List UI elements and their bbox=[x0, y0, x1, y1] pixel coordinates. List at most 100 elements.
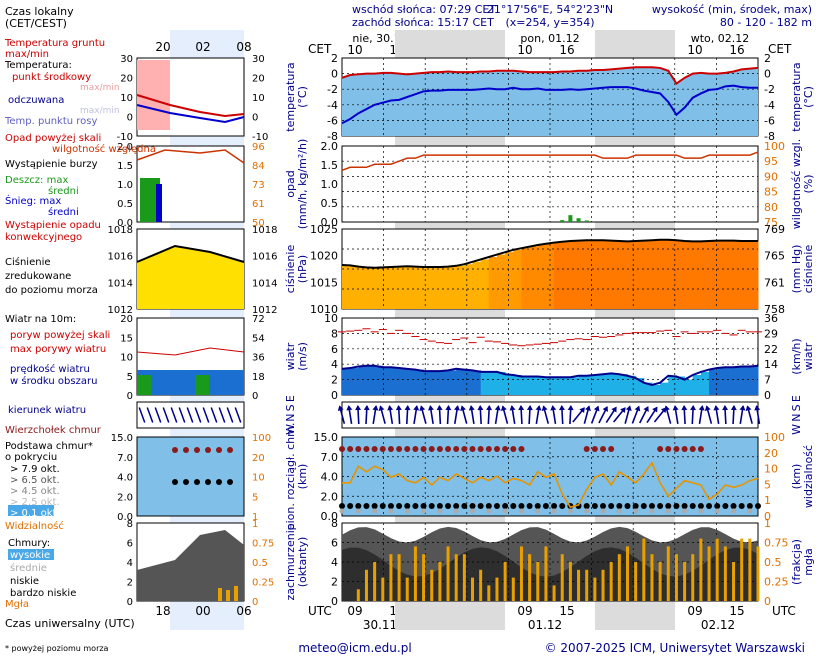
pressure-area bbox=[684, 241, 694, 309]
legend-tick-right: 73 bbox=[252, 180, 265, 191]
cloud-base-dot bbox=[363, 503, 370, 509]
legend-rain-label: Deszcz: max bbox=[5, 175, 68, 186]
wind-area bbox=[684, 379, 694, 395]
footer-email: meteo@icm.edu.pl bbox=[298, 641, 411, 655]
cloud-base-dot bbox=[534, 503, 541, 509]
legend-fog-bar bbox=[234, 586, 238, 601]
cloud-base-dot bbox=[624, 503, 631, 509]
fog-bar bbox=[674, 554, 678, 601]
tick-left: 0 bbox=[331, 595, 338, 608]
pressure-area bbox=[692, 241, 702, 309]
legend-tick-left: 2 bbox=[127, 578, 133, 589]
pressure-area bbox=[741, 241, 751, 309]
wind-area bbox=[415, 369, 425, 395]
legend-fog-bar bbox=[218, 588, 222, 601]
wind-arrow-head bbox=[704, 405, 711, 411]
pressure-area bbox=[660, 239, 669, 309]
cloud-top-dot bbox=[518, 446, 525, 452]
legend-tick-right: 1018 bbox=[252, 225, 277, 236]
legend-tick-left: 4 bbox=[127, 558, 133, 569]
tick-left: 0.5 bbox=[321, 197, 339, 210]
fog-bar bbox=[642, 538, 646, 601]
cloud-base-dot bbox=[518, 503, 525, 509]
fog-bar bbox=[381, 577, 385, 601]
legend-utc-tick: 00 bbox=[195, 604, 210, 618]
wind-arrow-head bbox=[541, 405, 548, 411]
tick-left: 1010 bbox=[310, 303, 338, 316]
fog-bar bbox=[568, 562, 572, 601]
wind-area bbox=[700, 371, 710, 395]
tick-right: 5 bbox=[764, 478, 771, 491]
cloud-base-dot bbox=[502, 503, 509, 509]
fog-bar bbox=[487, 585, 491, 601]
legend-local-tick: 20 bbox=[155, 40, 170, 54]
pressure-area bbox=[643, 240, 653, 309]
legend-arrow bbox=[234, 407, 242, 423]
legend-tick-right: 1012 bbox=[252, 305, 277, 316]
cloud-base-dot bbox=[493, 503, 500, 509]
legend-tick-right: 96 bbox=[252, 142, 265, 153]
cloud-base-dot bbox=[404, 503, 411, 509]
pressure-area bbox=[407, 266, 416, 309]
day-footer: 02.12 bbox=[701, 618, 735, 632]
wind-area bbox=[651, 384, 661, 395]
tick-left: 1.0 bbox=[321, 178, 339, 191]
tick-right: -2 bbox=[764, 83, 775, 96]
cloud-top-dot bbox=[420, 446, 427, 452]
legend-tick-left: 1.5 bbox=[117, 161, 133, 172]
legend-utc-tick: 18 bbox=[155, 604, 170, 618]
legend-cloudtop-dot bbox=[194, 447, 200, 453]
wind-arrow-head bbox=[355, 405, 362, 411]
pressure-area bbox=[456, 265, 465, 309]
cloud-base-dot bbox=[542, 503, 549, 509]
cloud-top-dot bbox=[347, 446, 354, 452]
wind-arrow-head bbox=[363, 405, 370, 411]
legend-octa: > 7.9 okt. bbox=[10, 464, 60, 475]
legend-tick-right: 30 bbox=[252, 54, 265, 65]
wind-area bbox=[709, 369, 718, 395]
cloud-top-dot bbox=[339, 446, 345, 452]
legend-tick-right: 5 bbox=[252, 492, 258, 503]
fog-bar bbox=[373, 562, 377, 601]
tick-right: 0.75 bbox=[764, 537, 789, 550]
wind-arrow-head bbox=[611, 406, 617, 413]
axis-label-left: zachmurzenie(oktanty) bbox=[284, 523, 309, 600]
pressure-area bbox=[709, 241, 718, 309]
tick-left: 0.0 bbox=[321, 510, 339, 523]
cloud-base-dot bbox=[461, 503, 468, 509]
legend-tick-left: 20 bbox=[120, 314, 133, 325]
legend-arrow bbox=[226, 407, 234, 423]
tick-left: 1.5 bbox=[321, 159, 339, 172]
legend-cloudbase-dot bbox=[194, 479, 200, 485]
legend-tick-left: 1012 bbox=[108, 305, 133, 316]
wind-arrow-head bbox=[372, 405, 379, 411]
legend-tick-left: 1.0 bbox=[117, 180, 133, 191]
pressure-area bbox=[382, 267, 392, 309]
tick-right: 75 bbox=[764, 216, 778, 229]
cloud-top-dot bbox=[355, 446, 362, 452]
legend-precip-above: Opad powyżej skali bbox=[5, 133, 101, 144]
legend-cloud-area bbox=[137, 530, 244, 601]
legend-tick-right: 100 bbox=[252, 433, 271, 444]
pressure-area bbox=[513, 249, 522, 309]
legend-arrow bbox=[202, 407, 210, 423]
fog-bar bbox=[715, 538, 719, 601]
wind-area bbox=[496, 371, 506, 395]
cloud-base-dot bbox=[445, 503, 452, 509]
legend-tick-left: 1016 bbox=[108, 252, 133, 263]
wind-area bbox=[464, 369, 474, 395]
cloud-base-dot bbox=[632, 503, 639, 509]
fog-bar bbox=[634, 562, 638, 601]
legend-ground-temp bbox=[137, 60, 170, 130]
cloud-top-dot bbox=[371, 446, 378, 452]
height-values: 80 - 120 - 182 m bbox=[720, 16, 812, 29]
axis-label-right: W N S E bbox=[790, 395, 803, 435]
legend-tick-left: 1018 bbox=[108, 225, 133, 236]
wind-area bbox=[399, 368, 408, 395]
wind-area bbox=[488, 371, 498, 395]
fog-bar bbox=[699, 538, 703, 601]
legend-pressure: Ciśnienie zredukowane do poziomu morza bbox=[5, 256, 98, 296]
wind-area bbox=[431, 371, 441, 395]
wind-area bbox=[635, 378, 645, 395]
tick-left: 2 bbox=[331, 576, 338, 589]
